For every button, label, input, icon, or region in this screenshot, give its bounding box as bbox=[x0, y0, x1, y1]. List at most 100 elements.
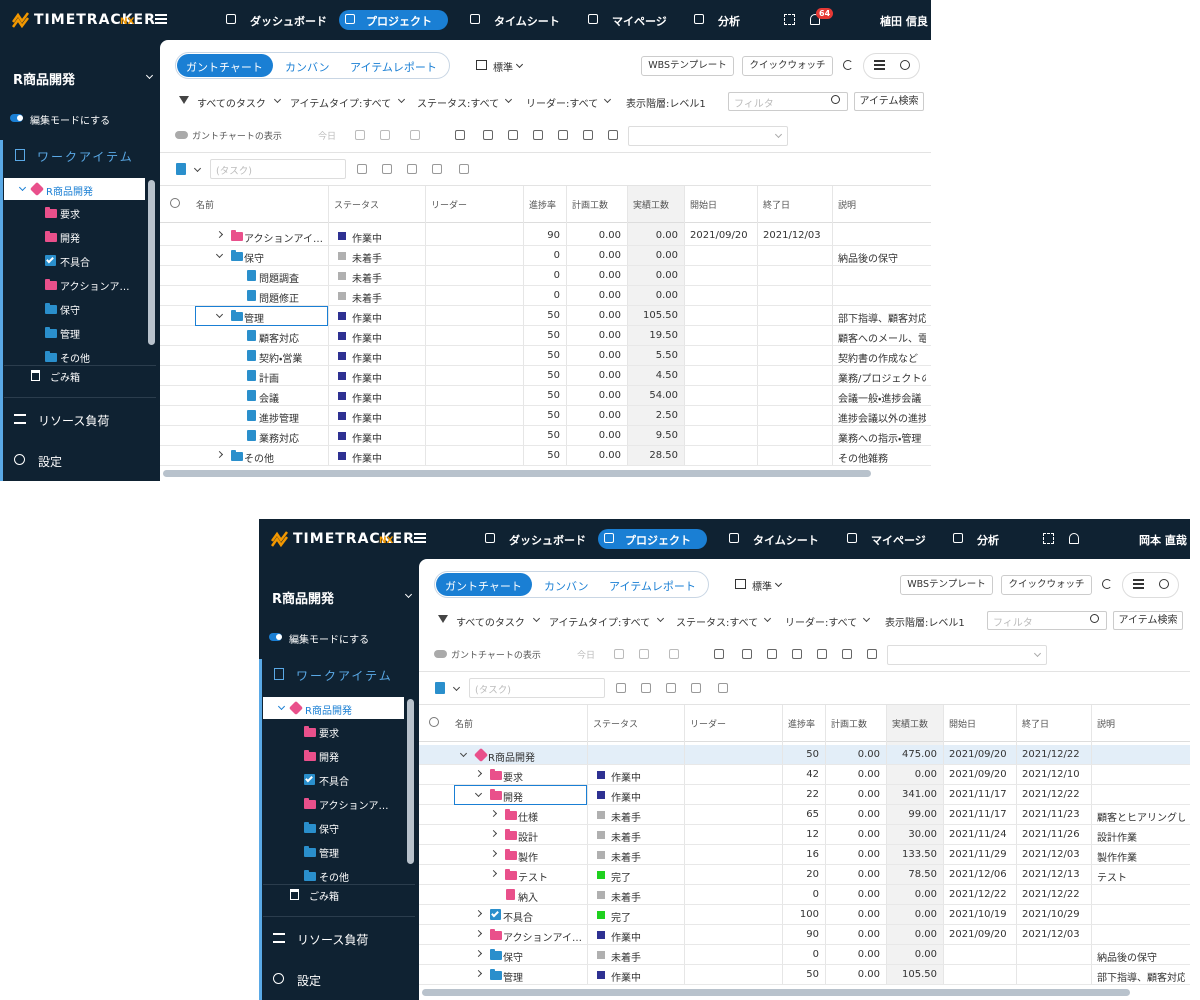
tree-item[interactable]: アクションア… bbox=[60, 282, 130, 293]
nav-item[interactable]: 分析 bbox=[977, 534, 999, 547]
filter[interactable]: リーダー:すべて bbox=[785, 618, 858, 629]
sidebar-divider bbox=[4, 365, 156, 366]
folder-icon-tab bbox=[231, 310, 236, 313]
row-name[interactable]: 顧客対応 bbox=[259, 334, 299, 345]
cell: 0.00 bbox=[655, 270, 678, 281]
cell: 0 bbox=[812, 889, 819, 900]
notification-badge: 64 bbox=[816, 8, 834, 19]
clipboard-icon bbox=[176, 163, 186, 175]
filter[interactable]: 表示階層:レベル1 bbox=[885, 618, 965, 629]
today: 今日 bbox=[577, 651, 596, 661]
tree-item[interactable]: 要求 bbox=[60, 210, 80, 221]
nav-item[interactable]: タイムシート bbox=[494, 15, 560, 28]
search-button[interactable]: アイテム検索 bbox=[1113, 611, 1183, 630]
nav-item[interactable]: 分析 bbox=[718, 15, 740, 28]
row-name[interactable]: 仕様 bbox=[518, 813, 538, 824]
row-name[interactable]: 計画 bbox=[259, 374, 279, 385]
row-name[interactable]: 管理 bbox=[503, 973, 523, 984]
cell: 2021/12/06 bbox=[949, 869, 1007, 880]
status: 未着手 bbox=[611, 813, 641, 824]
tree-item[interactable]: アクションア… bbox=[319, 801, 389, 812]
folder-icon bbox=[490, 771, 502, 780]
filter[interactable]: リーダー:すべて bbox=[526, 99, 599, 110]
nav-item[interactable]: ダッシュボード bbox=[250, 15, 327, 28]
filter[interactable]: すべてのタスク bbox=[456, 618, 525, 629]
row-name[interactable]: テスト bbox=[518, 873, 548, 884]
tab[interactable]: アイテムレポート bbox=[350, 61, 437, 74]
row-name[interactable]: 開発 bbox=[503, 793, 523, 804]
filter[interactable]: ステータス:すべて bbox=[676, 618, 759, 629]
cell: その他雑務 bbox=[838, 454, 888, 465]
tree-item[interactable]: 保守 bbox=[60, 306, 80, 317]
nav-item[interactable]: マイページ bbox=[612, 15, 667, 28]
nav-item[interactable]: ダッシュボード bbox=[509, 534, 586, 547]
row-name[interactable]: 製作 bbox=[518, 853, 538, 864]
row-name[interactable]: 設計 bbox=[518, 833, 538, 844]
tab[interactable]: アイテムレポート bbox=[609, 580, 696, 593]
tab[interactable]: ガントチャート bbox=[445, 580, 522, 593]
tree-item[interactable]: 管理 bbox=[60, 330, 80, 341]
view[interactable]: 標準 bbox=[752, 582, 772, 593]
column-header: 終了日 bbox=[763, 201, 791, 211]
cell: 2021/12/22 bbox=[1022, 749, 1080, 760]
tree-item[interactable]: 管理 bbox=[319, 849, 339, 860]
toolbar-button[interactable]: クイックウォッチ bbox=[1001, 575, 1092, 595]
tree-item[interactable]: その他 bbox=[319, 873, 349, 884]
cell: 0.00 bbox=[857, 929, 880, 940]
row-name[interactable]: 要求 bbox=[503, 773, 523, 784]
tree-item[interactable]: R商品開発 bbox=[305, 706, 352, 717]
row-name[interactable]: その他 bbox=[244, 454, 274, 465]
row-name[interactable]: 納入 bbox=[518, 893, 538, 904]
view[interactable]: 標準 bbox=[493, 63, 513, 74]
tree-item[interactable]: 開発 bbox=[319, 753, 339, 764]
nav-item[interactable]: マイページ bbox=[871, 534, 926, 547]
cell: 0.00 bbox=[655, 290, 678, 301]
row-name[interactable]: 問題修正 bbox=[259, 294, 299, 305]
filter[interactable]: ステータス:すべて bbox=[417, 99, 500, 110]
row-name[interactable]: 不具合 bbox=[503, 913, 533, 924]
row-name[interactable]: 会議 bbox=[259, 394, 279, 405]
toolbar-button[interactable]: WBSテンプレート bbox=[900, 575, 993, 595]
search-button[interactable]: アイテム検索 bbox=[854, 92, 924, 111]
row-name[interactable]: 保守 bbox=[244, 254, 264, 265]
tree-item[interactable]: R商品開発 bbox=[46, 187, 93, 198]
gantt-toggle-label: ガントチャートの表示 bbox=[451, 651, 541, 661]
tree-item[interactable]: 保守 bbox=[319, 825, 339, 836]
toolbar-button[interactable]: クイックウォッチ bbox=[742, 56, 833, 76]
nav-item[interactable]: プロジェクト bbox=[625, 534, 691, 547]
tree-item[interactable]: その他 bbox=[60, 354, 90, 365]
row-name[interactable]: アクションアイ… bbox=[244, 234, 323, 245]
tab[interactable]: カンバン bbox=[544, 580, 589, 593]
filter[interactable]: アイテムタイプ:すべて bbox=[290, 99, 392, 110]
toolbar-button[interactable]: WBSテンプレート bbox=[641, 56, 734, 76]
nav-item[interactable]: タイムシート bbox=[753, 534, 819, 547]
row-name[interactable]: 進捗管理 bbox=[259, 414, 299, 425]
cell: 30.00 bbox=[908, 829, 937, 840]
tree-item[interactable]: 不具合 bbox=[60, 258, 90, 269]
tree-item[interactable]: 開発 bbox=[60, 234, 80, 245]
row-name[interactable]: R商品開発 bbox=[488, 753, 535, 764]
filter[interactable]: すべてのタスク bbox=[197, 99, 266, 110]
row-name[interactable]: 保守 bbox=[503, 953, 523, 964]
tree-item[interactable]: 要求 bbox=[319, 729, 339, 740]
resource: リソース負荷 bbox=[38, 414, 110, 428]
tab[interactable]: カンバン bbox=[285, 61, 330, 74]
row-name[interactable]: 契約・営業 bbox=[259, 354, 303, 365]
nav-item[interactable]: プロジェクト bbox=[366, 15, 432, 28]
row-divider bbox=[419, 804, 1190, 805]
folder-icon-tab bbox=[45, 279, 50, 282]
column-divider bbox=[627, 186, 628, 466]
filter[interactable]: アイテムタイプ:すべて bbox=[549, 618, 651, 629]
filter[interactable]: 表示階層:レベル1 bbox=[626, 99, 706, 110]
row-name[interactable]: 管理 bbox=[244, 314, 264, 325]
cell: 0.00 bbox=[914, 769, 937, 780]
row-name[interactable]: 業務対応 bbox=[259, 434, 299, 445]
tab[interactable]: ガントチャート bbox=[186, 61, 263, 74]
column-header: 進捗率 bbox=[788, 720, 816, 730]
tab-group bbox=[175, 52, 450, 79]
column-divider bbox=[832, 186, 833, 466]
row-name[interactable]: 問題調査 bbox=[259, 274, 299, 285]
cell: 90 bbox=[547, 230, 560, 241]
tree-item[interactable]: 不具合 bbox=[319, 777, 349, 788]
row-name[interactable]: アクションアイ… bbox=[503, 933, 582, 944]
